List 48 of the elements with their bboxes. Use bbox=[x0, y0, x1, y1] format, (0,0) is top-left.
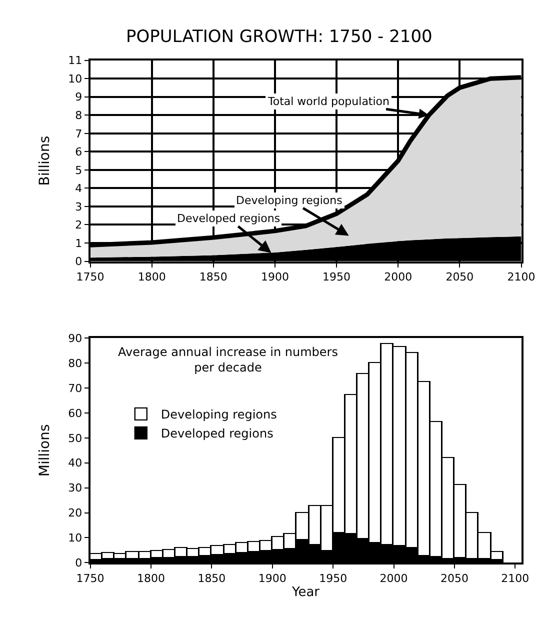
y-axis-title: Millions bbox=[37, 424, 54, 477]
y-tick-label: 40 bbox=[68, 456, 82, 470]
x-tick-label: 2050 bbox=[440, 572, 468, 585]
y-tick-label: 9 bbox=[75, 90, 82, 104]
y-tick-label: 0 bbox=[75, 556, 82, 570]
annotation: Total world population bbox=[267, 95, 390, 108]
x-tick-label: 2000 bbox=[384, 270, 412, 284]
y-tick-label: 3 bbox=[75, 200, 82, 214]
legend-label: Developing regions bbox=[160, 408, 277, 422]
x-tick-label: 2100 bbox=[501, 572, 530, 585]
y-tick-label: 10 bbox=[68, 532, 82, 545]
x-tick-label: 1900 bbox=[258, 572, 286, 585]
chart-title: POPULATION GROWTH: 1750 - 2100 bbox=[126, 27, 432, 47]
x-tick-label: 1950 bbox=[322, 270, 351, 284]
series-label: Developing regions bbox=[236, 194, 343, 207]
x-tick-label: 2050 bbox=[446, 270, 474, 284]
x-tick-label: 2000 bbox=[380, 572, 408, 585]
y-axis-title: Billions bbox=[37, 136, 54, 186]
y-tick-label: 20 bbox=[68, 506, 82, 520]
x-tick-label: 1900 bbox=[260, 270, 289, 284]
x-tick-label: 1800 bbox=[137, 572, 165, 585]
y-tick-label: 70 bbox=[68, 382, 82, 395]
y-tick-label: 80 bbox=[68, 356, 82, 370]
y-tick-label: 11 bbox=[68, 54, 82, 68]
x-tick-label: 1750 bbox=[76, 572, 104, 585]
y-tick-label: 0 bbox=[75, 255, 82, 268]
y-tick-label: 7 bbox=[75, 127, 82, 140]
x-tick-label: 1850 bbox=[199, 270, 228, 284]
text: Developed regions bbox=[177, 212, 280, 225]
annotation: Average annual increase in numbers per decade bbox=[118, 345, 338, 375]
y-tick-label: 6 bbox=[75, 146, 82, 159]
x-tick-label: 1800 bbox=[138, 270, 166, 284]
y-tick-label: 5 bbox=[75, 164, 82, 177]
y-tick-label: 50 bbox=[68, 432, 82, 445]
x-tick-label: 1850 bbox=[198, 572, 226, 585]
x-tick-label: 2100 bbox=[507, 270, 536, 284]
y-tick-label: 2 bbox=[75, 218, 82, 232]
y-tick-label: 60 bbox=[68, 406, 82, 420]
x-axis-title: Year bbox=[291, 584, 320, 600]
y-tick-label: 4 bbox=[75, 182, 82, 196]
x-tick-label: 1950 bbox=[319, 572, 348, 585]
y-tick-label: 90 bbox=[68, 332, 82, 345]
legend-label: Developed regions bbox=[160, 426, 274, 441]
y-tick-label: 8 bbox=[75, 108, 82, 122]
y-tick-label: 10 bbox=[68, 72, 82, 86]
y-tick-label: 30 bbox=[68, 482, 82, 495]
x-tick-label: 1750 bbox=[76, 270, 104, 284]
y-tick-label: 1 bbox=[75, 236, 82, 250]
